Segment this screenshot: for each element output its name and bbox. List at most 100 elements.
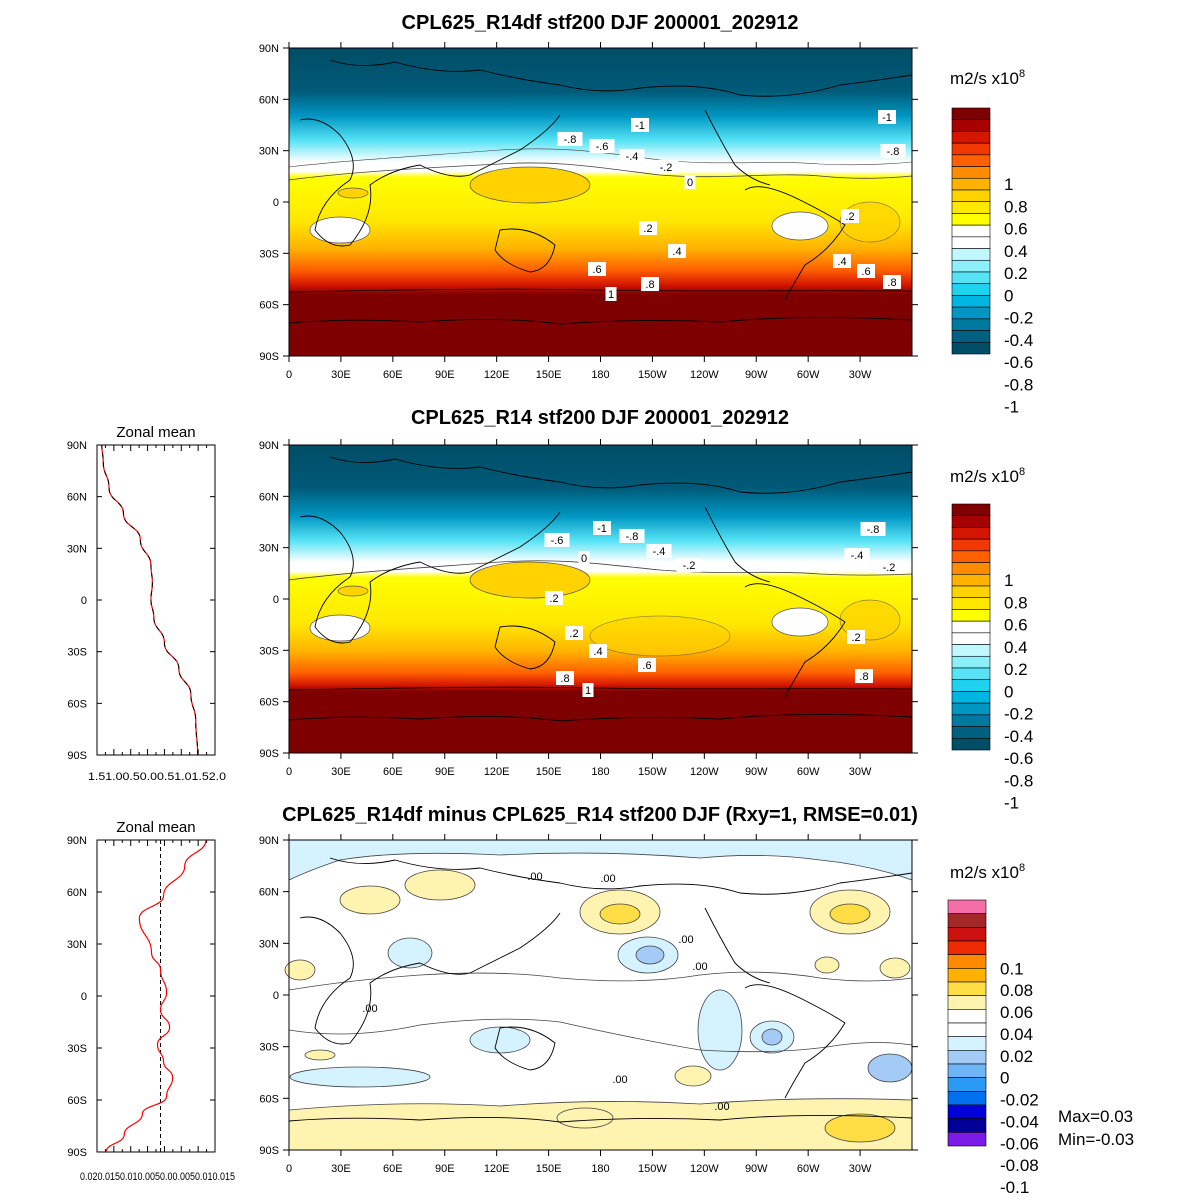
colorbar1-label: 1 (1004, 175, 1013, 194)
contour-label-text: .4 (672, 246, 681, 258)
panel2-features (288, 456, 913, 722)
panel1-map (288, 47, 913, 357)
colorbar1-label: -0.8 (1004, 375, 1033, 394)
zonal2-ytick-label: 60N (67, 887, 87, 899)
contour-label: .8 (641, 277, 659, 291)
colorbar2-label: -1 (1004, 794, 1019, 813)
colorbar3-swatch (947, 913, 987, 928)
contour-label-box (544, 533, 570, 547)
map-lat-label: 60S (259, 1093, 279, 1105)
contour-label: .8 (556, 671, 574, 685)
colorbar3-label: 0.04 (1000, 1025, 1033, 1044)
colorbar2-label: 1 (1004, 571, 1013, 590)
map-lon-label: 120E (484, 1163, 510, 1175)
contour-label: -.8 (557, 132, 583, 146)
colorbar2-swatch (951, 679, 991, 692)
colorbar3-swatch (947, 995, 987, 1010)
contour-label-text: -.4 (851, 550, 864, 562)
contour-label-box (605, 287, 617, 301)
contour-label-box (593, 521, 611, 535)
colorbar1-swatch (951, 271, 991, 285)
colorbar3-swatch (947, 1132, 987, 1147)
colorbar1-swatch (951, 224, 991, 238)
colorbar2-label: 0.2 (1004, 660, 1028, 679)
colorbar1-swatch (951, 306, 991, 320)
map-lon-label: 120E (484, 766, 510, 778)
zonal1-frame (96, 444, 216, 756)
map-lon-label: 30E (331, 1163, 351, 1175)
map-lat-label: 90S (259, 351, 279, 363)
colorbar2-swatch (951, 515, 991, 528)
colorbar2-swatch (951, 597, 991, 610)
map-lat-label: 30S (259, 248, 279, 260)
contour-label: -.8 (880, 144, 906, 158)
map-lon-label: 150E (536, 766, 562, 778)
contour-label-box (880, 144, 906, 158)
contour-label-box (855, 669, 873, 683)
contour-label: 1 (605, 287, 617, 301)
contour-label-text: .4 (593, 646, 602, 658)
colorbar3-label: 0 (1000, 1069, 1009, 1088)
colorbar2-swatch (951, 644, 991, 657)
contour-label-box (653, 160, 679, 174)
contour-label-text: -.6 (551, 535, 564, 547)
map-lat-label: 30N (259, 938, 279, 950)
colorbar2-swatch (951, 726, 991, 739)
map-lon-label: 0 (286, 1163, 292, 1175)
colorbar2-swatch (951, 503, 991, 517)
contour-label-text: .2 (643, 223, 652, 235)
map-lon-label: 60E (383, 369, 403, 381)
zonal1-ytick-label: 90S (67, 750, 87, 762)
colorbar1-swatch (951, 177, 991, 191)
contour-label-text: -1 (882, 112, 892, 124)
contour-label: 0 (578, 551, 590, 565)
colorbar1-label: -0.2 (1004, 309, 1033, 328)
colorbar1-label: 0.6 (1004, 220, 1028, 239)
map-lon-label: 90W (745, 766, 768, 778)
map-lat-label: 90N (259, 43, 279, 55)
contour-label: -.6 (589, 139, 615, 153)
contour-label: 1 (582, 683, 594, 697)
map-lon-label: 90E (435, 369, 455, 381)
map-lat-label: 30S (259, 645, 279, 657)
colorbar3-swatch (947, 981, 987, 996)
colorbar2-swatch (951, 527, 991, 540)
colorbar3-swatch (947, 1091, 987, 1106)
map-lon-label: 150E (536, 1163, 562, 1175)
map-lon-label: 150E (536, 369, 562, 381)
contour-label-text: .00 (612, 1074, 627, 1086)
contour-label-box (556, 671, 574, 685)
contour-label-box (857, 264, 875, 278)
contour-label: -.4 (844, 548, 870, 562)
colorbar3-label: -0.06 (1000, 1134, 1039, 1153)
map-lon-label: 150W (638, 369, 667, 381)
colorbar3-swatch (947, 1118, 987, 1133)
map-lat-label: 60N (259, 94, 279, 106)
colorbar1-label: -1 (1004, 398, 1019, 417)
units-label-2: m2/s x108 (950, 466, 1025, 486)
contour-label: -.6 (544, 533, 570, 547)
colorbar1-swatch (951, 119, 991, 132)
contour-label: .6 (857, 264, 875, 278)
colorbar1-swatch (951, 259, 991, 273)
units-label-3: m2/s x108 (950, 862, 1025, 882)
map-lat-label: 90S (259, 1145, 279, 1157)
colorbar1-swatch (951, 283, 991, 296)
map-lon-label: 120W (690, 369, 719, 381)
contour-label-text: .4 (837, 256, 846, 268)
map-lon-label: 0 (286, 766, 292, 778)
map-lat-label: 0 (273, 197, 279, 209)
zonal2-ytick-label: 30S (67, 1043, 87, 1055)
colorbar3-label: -0.02 (1000, 1091, 1039, 1110)
colorbar1-swatch (951, 248, 991, 261)
panel3-map (284, 839, 913, 1151)
zonal-layer: 90N 60N 30N 0 30S 60S 90S 90N 60N 30N 0 30S 60S 90S (67, 440, 216, 1159)
zonal1-series-line-2 (101, 444, 199, 756)
map-lat-label: 0 (273, 990, 279, 1002)
colorbar2-swatch (951, 702, 991, 716)
colorbar1-swatch (951, 154, 991, 167)
zonal2-ytick-label: 60S (67, 1095, 87, 1107)
contour-label-text: .2 (569, 628, 578, 640)
colorbar3-swatch (947, 1063, 987, 1078)
contour-label: -1 (593, 521, 611, 535)
